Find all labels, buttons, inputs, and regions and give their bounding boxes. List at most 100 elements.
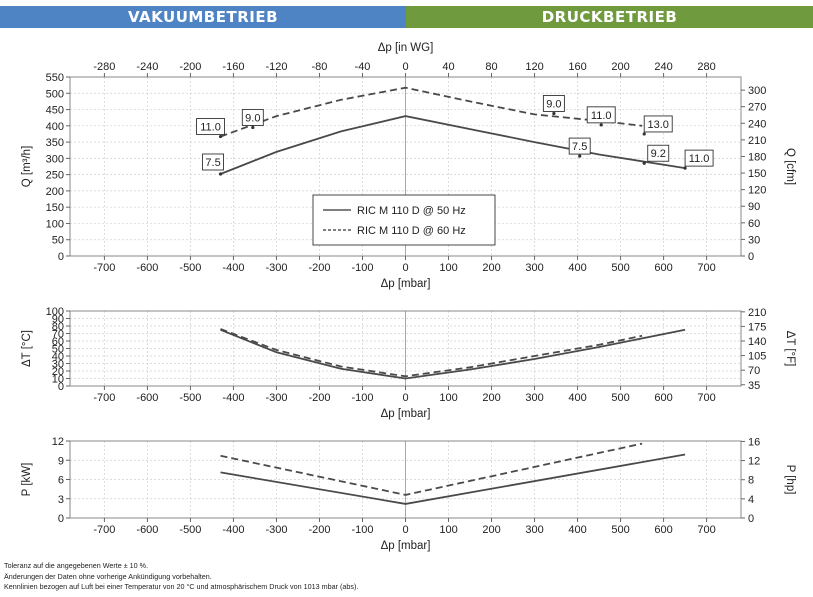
y2-tick-label: 210 — [748, 307, 766, 319]
y2-tick-label: 0 — [748, 251, 754, 263]
annotation-box — [643, 115, 673, 133]
annotation-box — [241, 108, 264, 126]
annotation-label: 9.0 — [546, 98, 561, 110]
x-tick-label: 300 — [525, 392, 543, 404]
annotation-label: 11.0 — [591, 110, 612, 122]
annotation-box — [202, 153, 224, 171]
footer-reference-note: Kennlinien bezogen auf Luft bei einer Te… — [4, 582, 359, 591]
y-tick-label: 150 — [46, 202, 64, 214]
annotation-label: 9.0 — [245, 112, 260, 124]
x-tick-label: 700 — [697, 262, 715, 274]
x-tick-label: 400 — [568, 262, 586, 274]
x-tick-label: -200 — [308, 262, 330, 274]
x-tick-label: -400 — [222, 392, 244, 404]
y-tick-label: 500 — [46, 88, 64, 100]
y-tick-label: 10 — [52, 374, 64, 386]
x-tick-label: 500 — [611, 392, 629, 404]
y-tick-label: 100 — [46, 306, 64, 318]
y-tick-label: 3 — [58, 494, 64, 506]
y2-tick-label: 210 — [748, 135, 766, 147]
x-tick-label: 400 — [568, 392, 586, 404]
y-tick-label: 300 — [46, 153, 64, 165]
y-tick-label: 450 — [46, 105, 64, 117]
x2-tick-label: -200 — [179, 61, 201, 73]
legend-box — [312, 194, 496, 246]
y-tick-label: 250 — [46, 170, 64, 182]
y2-tick-label: 35 — [748, 380, 760, 392]
x-tick-label: -300 — [265, 524, 287, 536]
y-tick-label: 100 — [46, 218, 64, 230]
x-tick-label: 700 — [697, 392, 715, 404]
x2-tick-label: 280 — [697, 61, 715, 73]
x-tick-label: -400 — [222, 524, 244, 536]
x-tick-label: -100 — [351, 524, 373, 536]
x2-tick-label: -80 — [312, 61, 328, 73]
y2-tick-label: 30 — [748, 234, 760, 246]
y-tick-label: 0 — [58, 381, 64, 393]
annotation-label: 11.0 — [200, 122, 221, 134]
x-tick-label: -700 — [93, 392, 115, 404]
footer-changes-note: Änderungen der Daten ohne vorherige Ankü… — [4, 571, 212, 581]
series-line-60hz — [220, 328, 643, 378]
y-tick-label: 60 — [52, 336, 64, 348]
annotation-point — [642, 161, 646, 165]
x2-tick-label: 0 — [402, 61, 408, 73]
y-axis-label: Q [m³/h] — [21, 146, 33, 188]
x-tick-label: -500 — [179, 524, 201, 536]
x2-tick-label: -280 — [93, 61, 115, 73]
footer-tolerance-note: Toleranz auf die angegebenen Werte ± 10 … — [4, 561, 149, 570]
x-tick-label: 700 — [697, 524, 715, 536]
x-tick-label: 600 — [654, 262, 672, 274]
x-tick-label: -400 — [222, 262, 244, 274]
x-tick-label: 500 — [611, 524, 629, 536]
y2-tick-label: 4 — [748, 494, 754, 506]
annotation-point — [599, 123, 603, 127]
y2-tick-label: 8 — [748, 475, 754, 487]
y2-tick-label: 140 — [748, 336, 766, 348]
x2-tick-label: -120 — [265, 61, 287, 73]
annotation-box — [196, 118, 225, 136]
x2-tick-label: 40 — [442, 61, 454, 73]
annotation-label: 9.2 — [651, 148, 666, 160]
x-tick-label: 300 — [525, 524, 543, 536]
y-tick-label: 50 — [52, 235, 64, 247]
y2-axis-label: Q [cfm] — [784, 148, 796, 185]
series-line-60hz — [220, 442, 643, 496]
y-tick-label: 12 — [52, 436, 64, 448]
x-tick-label: -600 — [136, 262, 158, 274]
y-tick-label: 550 — [46, 72, 64, 84]
legend-label: RIC M 110 D @ 50 Hz — [357, 205, 466, 217]
x-axis-label: Δp [mbar] — [381, 540, 431, 552]
x-tick-label: 0 — [402, 392, 408, 404]
y2-tick-label: 16 — [748, 436, 760, 448]
annotation-box — [568, 137, 591, 155]
annotation-box — [684, 149, 714, 167]
annotation-point — [578, 154, 582, 158]
x2-axis-label: Δp [in WG] — [378, 42, 434, 54]
y-tick-label: 200 — [46, 186, 64, 198]
y2-tick-label: 175 — [748, 321, 766, 333]
series-line-50hz — [220, 453, 686, 505]
y2-tick-label: 240 — [748, 118, 766, 130]
y-tick-label: 40 — [52, 351, 64, 363]
x-tick-label: 600 — [654, 524, 672, 536]
x2-tick-label: -240 — [136, 61, 158, 73]
y2-tick-label: 120 — [748, 185, 766, 197]
x-tick-label: 100 — [439, 262, 457, 274]
x-tick-label: -100 — [351, 392, 373, 404]
x-tick-label: 0 — [402, 262, 408, 274]
y2-tick-label: 270 — [748, 102, 766, 114]
annotation-label: 11.0 — [689, 153, 710, 165]
x2-tick-label: 200 — [611, 61, 629, 73]
y-tick-label: 350 — [46, 137, 64, 149]
x-tick-label: -200 — [308, 524, 330, 536]
y-tick-label: 9 — [58, 455, 64, 467]
x-tick-label: -700 — [93, 262, 115, 274]
x2-tick-label: 80 — [485, 61, 497, 73]
y-tick-label: 0 — [58, 513, 64, 525]
y2-tick-label: 0 — [748, 513, 754, 525]
x-tick-label: 600 — [654, 392, 672, 404]
legend-label: RIC M 110 D @ 60 Hz — [357, 225, 466, 237]
y2-tick-label: 300 — [748, 85, 766, 97]
